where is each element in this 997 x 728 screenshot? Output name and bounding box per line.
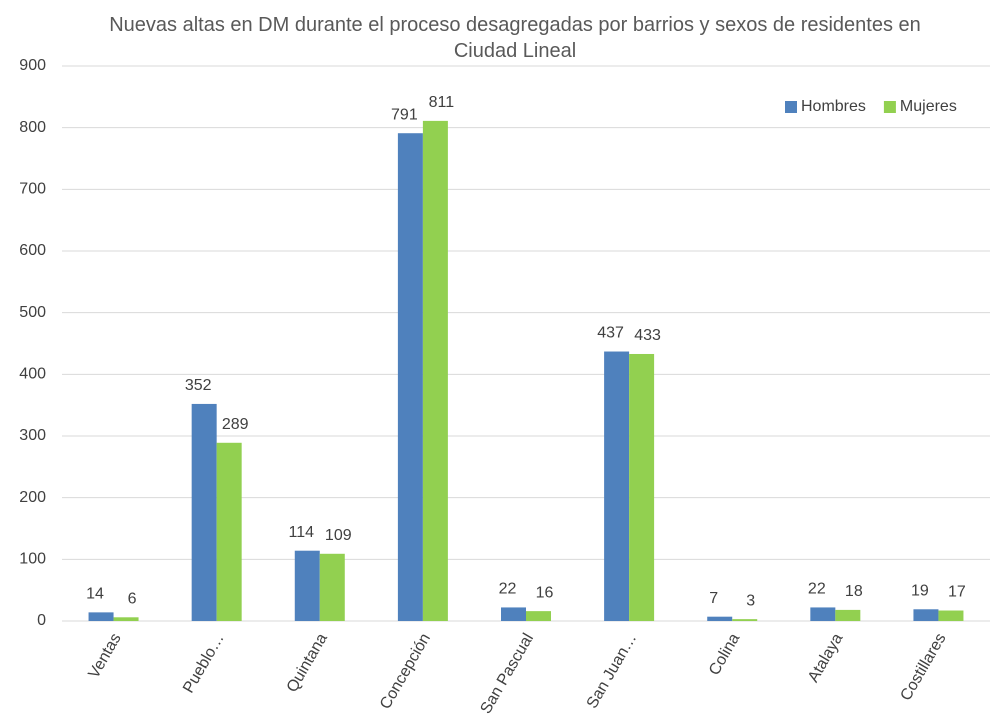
data-label: 7	[709, 590, 718, 607]
data-label: 19	[911, 583, 929, 600]
data-label: 22	[499, 581, 517, 598]
x-tick-label: Quintana	[284, 631, 331, 696]
data-label: 114	[289, 524, 315, 541]
bar	[526, 611, 551, 621]
bar	[629, 353, 655, 621]
data-label: 16	[536, 584, 554, 601]
y-tick-label: 0	[37, 612, 46, 629]
bar	[294, 550, 320, 621]
y-tick-label: 300	[19, 427, 46, 444]
y-tick-label: 600	[19, 242, 46, 259]
bar	[422, 120, 448, 621]
x-tick-label: Ventas	[85, 631, 124, 682]
data-label: 109	[325, 527, 352, 544]
data-label: 18	[845, 583, 863, 600]
bar	[397, 133, 423, 621]
data-label: 352	[185, 377, 212, 394]
bar	[88, 612, 114, 621]
legend-swatch	[785, 101, 797, 113]
x-tick-label: Atalaya	[805, 631, 846, 686]
bar	[707, 616, 733, 621]
x-tick-label: Colina	[706, 631, 743, 679]
data-label: 791	[391, 106, 418, 123]
bar	[732, 619, 758, 621]
legend-swatch	[883, 101, 896, 113]
bar	[191, 403, 217, 621]
data-label: 289	[222, 416, 249, 433]
y-tick-label: 700	[19, 181, 46, 198]
bar	[501, 607, 526, 621]
y-tick-label: 400	[19, 366, 46, 383]
bar	[604, 351, 630, 621]
x-tick-label: Costillares	[897, 631, 949, 704]
bar	[113, 617, 139, 621]
y-tick-label: 200	[19, 489, 46, 506]
x-tick-label: San Pascual	[477, 631, 537, 717]
data-label: 17	[948, 584, 966, 601]
data-label: 3	[746, 592, 755, 609]
data-label: 811	[429, 94, 455, 111]
y-tick-label: 100	[19, 551, 46, 568]
bar	[810, 607, 836, 621]
bar	[835, 609, 861, 621]
data-label: 14	[86, 586, 104, 603]
bar	[319, 553, 345, 621]
x-tick-label: San Juan…	[584, 631, 641, 712]
bar	[913, 609, 939, 621]
x-tick-label: Concepción	[377, 631, 434, 713]
legend-label: Hombres	[801, 98, 866, 115]
bar	[938, 610, 964, 621]
legend-label: Mujeres	[900, 98, 957, 115]
bar	[216, 442, 242, 621]
y-tick-label: 800	[19, 119, 46, 136]
y-tick-label: 900	[19, 57, 46, 74]
y-tick-label: 500	[19, 304, 46, 321]
data-label: 437	[597, 325, 624, 342]
data-label: 22	[808, 581, 826, 598]
chart-title: Nuevas altas en DM durante el proceso de…	[109, 14, 921, 62]
x-tick-label: Pueblo…	[180, 631, 228, 697]
data-label: 6	[128, 591, 137, 608]
data-label: 433	[634, 327, 661, 344]
